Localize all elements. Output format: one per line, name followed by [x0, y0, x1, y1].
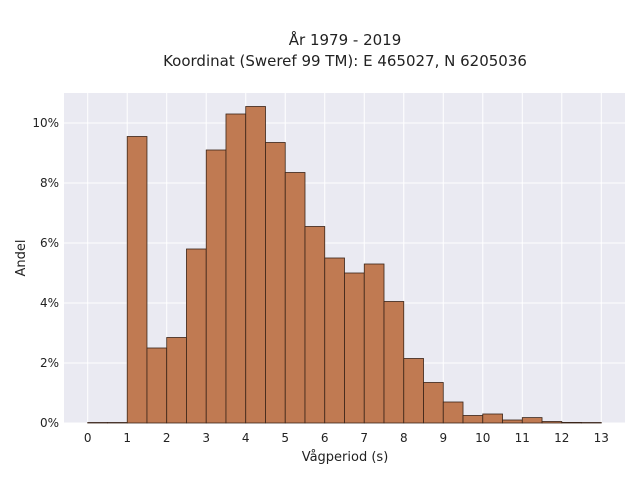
histogram-bar [265, 142, 286, 424]
histogram-bar [87, 422, 108, 424]
histogram-bar [324, 257, 345, 424]
y-tick-label: 0% [40, 416, 59, 430]
histogram-bar [225, 113, 247, 424]
histogram-bar [482, 413, 503, 424]
x-tick-label: 9 [439, 431, 447, 445]
x-tick-label: 12 [554, 431, 569, 445]
x-tick-label: 2 [163, 431, 171, 445]
histogram-bar [442, 401, 464, 424]
y-tick-label: 10% [32, 116, 59, 130]
chart-title-line-2: Koordinat (Sweref 99 TM): E 465027, N 62… [163, 52, 527, 70]
x-tick-label: 4 [242, 431, 250, 445]
histogram-bar [462, 415, 484, 424]
histogram-bar [561, 421, 582, 424]
y-tick-label: 2% [40, 356, 59, 370]
x-tick-label: 1 [123, 431, 131, 445]
histogram-bar [186, 248, 207, 424]
x-tick-label: 11 [515, 431, 530, 445]
histogram-bar [126, 136, 148, 424]
y-tick-label: 6% [40, 236, 59, 250]
x-tick-label: 7 [360, 431, 368, 445]
y-tick-label: 4% [40, 296, 59, 310]
x-tick-label: 6 [321, 431, 329, 445]
histogram-bar [541, 421, 563, 424]
histogram-bar [423, 382, 444, 424]
histogram-bar [166, 337, 187, 424]
histogram-bar [403, 358, 424, 424]
histogram-bar [205, 149, 227, 424]
histogram-bar [146, 347, 168, 424]
x-tick-label: 13 [594, 431, 609, 445]
bars [87, 106, 602, 424]
histogram-bar [502, 419, 523, 424]
histogram-bar [245, 106, 266, 424]
x-tick-label: 0 [84, 431, 92, 445]
x-tick-label: 10 [475, 431, 490, 445]
x-axis-ticks: 0 1 2 3 4 5 6 7 8 9 10 11 12 13 [84, 431, 609, 445]
histogram-bar [521, 417, 543, 424]
histogram-bar [284, 172, 306, 424]
x-axis-label: Vågperiod (s) [302, 450, 389, 465]
chart-title-line-1: År 1979 - 2019 [289, 30, 402, 49]
histogram-bar [581, 422, 602, 424]
histogram-bar [344, 272, 365, 424]
histogram-bar [383, 301, 405, 424]
y-tick-label: 8% [40, 176, 59, 190]
histogram-bar [107, 422, 128, 424]
x-tick-label: 5 [281, 431, 289, 445]
x-tick-label: 3 [202, 431, 210, 445]
x-tick-label: 8 [400, 431, 408, 445]
y-axis-ticks: 0% 2% 4% 6% 8% 10% [32, 116, 59, 430]
histogram-bar [363, 263, 385, 424]
histogram-bar [304, 226, 326, 424]
y-axis-label: Andel [14, 240, 29, 277]
